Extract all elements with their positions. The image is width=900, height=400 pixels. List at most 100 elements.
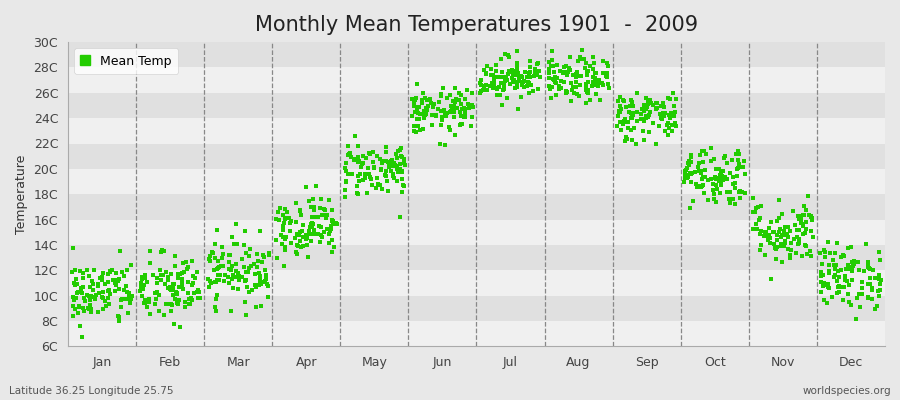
Point [487,74,501,80]
Point [175,276,189,282]
Point [140,304,155,310]
Point [87,293,102,300]
Point [109,270,123,276]
Point [662,115,677,121]
Point [409,95,423,102]
Point [123,299,138,306]
Point [279,215,293,222]
Point [238,312,253,318]
Point [161,274,176,280]
Bar [68,270,885,296]
Point [84,308,98,315]
Point [862,281,877,288]
Point [176,286,190,292]
Point [411,123,426,130]
Point [96,270,111,276]
Point [173,324,187,330]
Point [392,214,407,220]
Point [620,136,634,142]
Point [459,87,473,93]
Point [338,194,352,200]
Point [758,252,772,258]
Point [484,65,499,72]
Point [280,209,294,215]
Point [686,198,700,204]
Point [443,126,457,133]
Point [868,275,882,281]
Point [634,116,648,122]
Point [499,74,513,80]
Point [122,290,136,296]
Point [164,271,178,277]
Point [418,111,433,117]
Point [95,274,110,280]
Point [580,72,594,78]
Point [260,294,274,300]
Point [590,82,605,89]
Point [512,75,526,82]
Point [437,142,452,148]
Point [311,231,326,237]
Point [683,152,698,158]
Point [153,266,167,273]
Point [545,48,560,54]
Point [71,288,86,295]
Point [75,290,89,296]
Point [565,87,580,93]
Point [275,234,290,240]
Point [669,96,683,102]
Point [845,276,859,283]
Point [379,173,393,179]
Point [84,292,98,299]
Point [544,94,558,101]
Point [277,236,292,242]
Point [253,277,267,284]
Point [342,151,356,158]
Point [570,91,584,97]
Point [260,280,274,287]
Point [644,97,658,103]
Point [396,182,410,188]
Point [512,74,526,80]
Point [85,278,99,284]
Point [491,74,506,80]
Point [579,86,593,93]
Bar [68,68,885,93]
Point [161,277,176,284]
Point [589,90,603,97]
Point [842,266,856,272]
Point [861,259,876,265]
Point [519,83,534,89]
Point [695,183,709,189]
Point [656,112,670,119]
Point [585,83,599,90]
Point [185,273,200,279]
Point [662,96,677,102]
Point [557,64,572,70]
Point [694,170,708,176]
Point [749,220,763,227]
Point [822,284,836,291]
Point [714,178,728,185]
Point [223,308,238,314]
Point [347,156,362,162]
Point [101,279,115,286]
Point [484,72,499,78]
Point [250,251,265,258]
Point [486,85,500,91]
Point [733,188,747,194]
Point [729,150,743,157]
Point [653,114,668,121]
Point [838,273,852,280]
Point [822,267,836,274]
Point [186,290,201,296]
Point [799,206,814,213]
Point [269,254,284,261]
Point [325,207,339,214]
Point [806,217,820,224]
Point [353,171,367,177]
Point [294,228,309,235]
Point [635,106,650,112]
Point [243,246,257,252]
Point [338,186,353,193]
